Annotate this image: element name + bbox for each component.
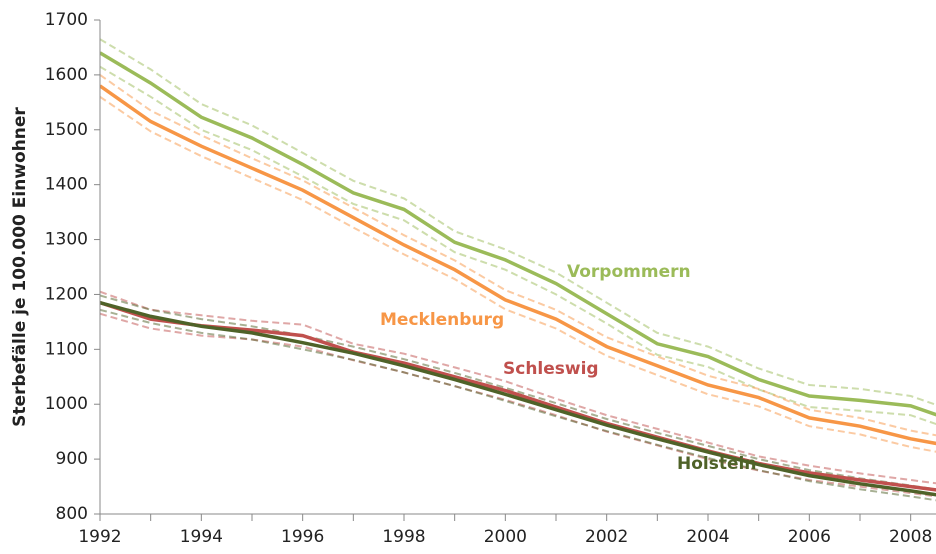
y-tick-label: 1500 bbox=[45, 120, 88, 140]
series-label: Holstein bbox=[677, 454, 756, 474]
band-line bbox=[100, 294, 936, 491]
y-tick-label: 1000 bbox=[45, 394, 88, 414]
y-tick-label: 1700 bbox=[45, 10, 88, 30]
x-tick-label: 2002 bbox=[585, 527, 628, 547]
x-tick-label: 2006 bbox=[788, 527, 831, 547]
y-tick-label: 800 bbox=[56, 504, 88, 524]
band-line bbox=[100, 74, 936, 437]
x-tick-label: 1996 bbox=[281, 527, 324, 547]
band-line bbox=[100, 308, 936, 502]
y-tick-label: 1400 bbox=[45, 175, 88, 195]
x-tick-label: 1998 bbox=[382, 527, 425, 547]
series-label: Mecklenburg bbox=[380, 310, 504, 330]
plot-area bbox=[100, 38, 936, 502]
x-tick-label: 1992 bbox=[78, 527, 121, 547]
y-tick-label: 1300 bbox=[45, 230, 88, 250]
series-label: Schleswig bbox=[503, 359, 599, 379]
series-line bbox=[100, 51, 936, 417]
x-tick-label: 1994 bbox=[180, 527, 223, 547]
band-line bbox=[100, 38, 936, 406]
y-tick-label: 1600 bbox=[45, 65, 88, 85]
y-tick-label: 1200 bbox=[45, 284, 88, 304]
x-tick-label: 2008 bbox=[889, 527, 932, 547]
y-tick-label: 1100 bbox=[45, 339, 88, 359]
series-label: Vorpommern bbox=[567, 262, 691, 282]
x-tick-label: 2000 bbox=[484, 527, 527, 547]
series-line bbox=[100, 84, 936, 446]
y-axis-label: Sterbefälle je 100.000 Einwohner bbox=[10, 107, 30, 427]
series-line bbox=[100, 301, 936, 497]
y-tick-label: 900 bbox=[56, 449, 88, 469]
band-line bbox=[100, 95, 936, 453]
band-line bbox=[100, 290, 936, 485]
series-line bbox=[100, 301, 936, 492]
x-tick-label: 2004 bbox=[686, 527, 729, 547]
